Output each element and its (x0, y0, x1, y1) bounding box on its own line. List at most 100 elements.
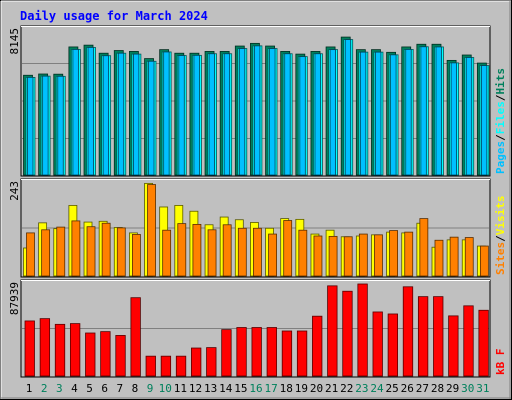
day-label: 18 (280, 382, 293, 395)
panel-kbytes: 87939 kB F (8, 279, 507, 378)
bar-sites (343, 236, 353, 277)
legend-visits: Visits (494, 196, 507, 236)
day-label: 19 (295, 382, 308, 395)
panel-hits-files-pages: 8145 Pages/Files/Hits (8, 25, 507, 177)
bar-kbytes (342, 290, 353, 377)
bar-pages (465, 57, 473, 176)
bar-pages (27, 77, 34, 176)
bar-pages (72, 49, 79, 176)
bar-kbytes (266, 327, 277, 377)
ymax-label-kbytes: 87939 (8, 282, 21, 315)
day-label: 21 (325, 382, 338, 395)
bar-kbytes (312, 315, 323, 377)
bar-pages (284, 53, 291, 176)
bar-sites (132, 234, 141, 277)
bar-kbytes (221, 329, 232, 377)
legend-sites: Sites (494, 242, 507, 275)
bar-sites (404, 231, 414, 277)
bar-kbytes (100, 331, 111, 377)
bar-pages (208, 53, 215, 176)
legend-hits-files-pages: Pages/Files/Hits (494, 68, 507, 174)
bar-pages (57, 75, 64, 176)
day-label: 12 (189, 382, 202, 395)
bar-sites (86, 226, 96, 277)
bar-sites (207, 229, 217, 277)
bar-kbytes (448, 315, 459, 377)
bar-sites (222, 224, 232, 277)
day-label: 5 (86, 382, 93, 395)
legend-separator: / (494, 235, 507, 242)
day-label: 4 (71, 382, 78, 395)
bar-sites (434, 239, 444, 277)
day-label: 23 (355, 382, 368, 395)
bar-pages (314, 53, 321, 176)
bar-kbytes (175, 355, 187, 377)
legend-files: Files (494, 101, 507, 134)
day-label: 10 (159, 382, 172, 395)
bar-kbytes (463, 305, 474, 377)
bar-kbytes (327, 285, 338, 377)
bar-pages (435, 46, 442, 176)
bar-sites (116, 227, 126, 277)
day-label: 7 (117, 382, 124, 395)
bar-sites (479, 245, 489, 277)
bar-pages (148, 60, 155, 176)
bar-pages (102, 55, 110, 176)
day-label: 15 (234, 382, 247, 395)
bar-pages (299, 56, 306, 176)
bar-kbytes (372, 311, 383, 377)
bar-pages (133, 53, 140, 176)
bar-kbytes (478, 309, 489, 377)
bar-pages (405, 49, 412, 176)
bar-sites (449, 236, 459, 277)
bar-sites (374, 234, 383, 277)
day-label: 3 (56, 382, 63, 395)
day-label: 16 (249, 382, 262, 395)
legend-separator: / (494, 134, 507, 141)
bar-kbytes (145, 355, 156, 377)
ymax-label-hits-files-pages: 8145 (8, 28, 21, 55)
day-label: 17 (265, 382, 278, 395)
bar-kbytes (357, 283, 368, 377)
day-label: 27 (416, 382, 429, 395)
bar-sites (419, 218, 429, 277)
bar-pages (329, 49, 336, 176)
bar-kbytes (402, 286, 414, 377)
bar-sites (283, 220, 293, 277)
bar-sites (41, 229, 51, 277)
bar-sites (237, 227, 247, 277)
bar-kbytes (85, 332, 96, 377)
bar-pages (223, 53, 231, 176)
bar-pages (254, 45, 261, 176)
bar-sites (464, 237, 474, 277)
bar-kbytes (191, 347, 202, 377)
day-label: 26 (401, 382, 414, 395)
day-label: 29 (446, 382, 459, 395)
bar-kbytes (387, 313, 398, 377)
bar-sites (101, 222, 111, 277)
bar-sites (26, 232, 35, 277)
bar-kbytes (417, 296, 429, 377)
bar-pages (238, 48, 246, 176)
panel-visits-sites: 243 Sites/Visits (8, 178, 507, 278)
day-label: 8 (132, 382, 139, 395)
legend-kb-f: kB F (494, 349, 507, 376)
bar-pages (269, 48, 276, 176)
bar-sites (253, 227, 262, 277)
bar-sites (147, 184, 156, 277)
bar-kbytes (296, 330, 308, 377)
bar-pages (359, 51, 367, 176)
day-label: 20 (310, 382, 323, 395)
legend-pages: Pages (494, 141, 507, 174)
bar-sites (177, 223, 187, 277)
bar-pages (42, 75, 49, 176)
bar-pages (480, 65, 488, 176)
bar-sites (71, 220, 81, 277)
bar-pages (344, 39, 352, 176)
bar-kbytes (160, 355, 172, 377)
day-label: 22 (340, 382, 353, 395)
bar-pages (375, 51, 382, 176)
panels-layer: 8145Pages/Files/Hits243Sites/Visits87939… (8, 25, 507, 378)
